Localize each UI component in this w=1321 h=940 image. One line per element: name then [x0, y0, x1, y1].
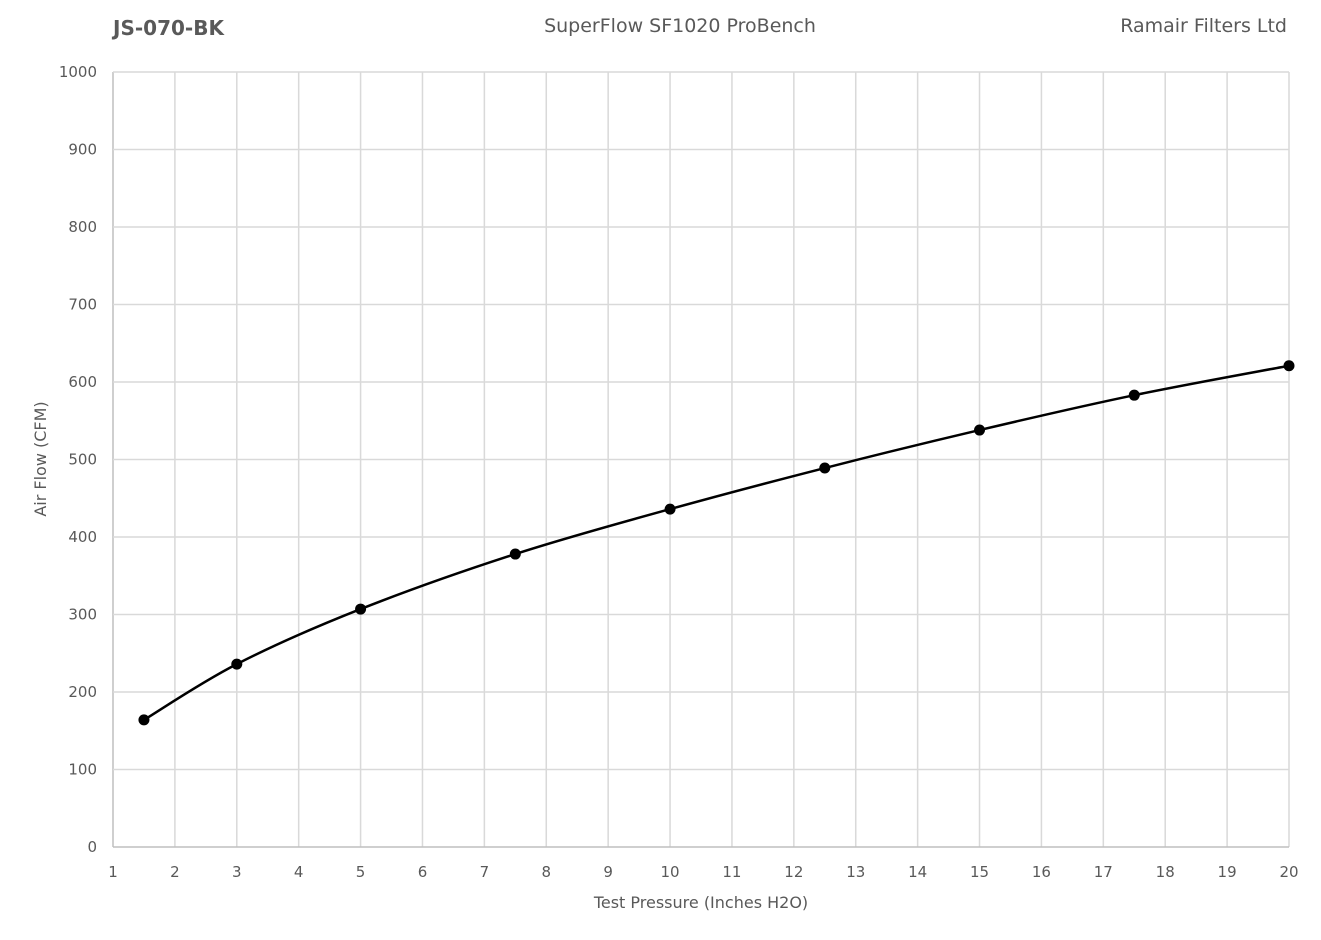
y-axis-label: Air Flow (CFM)	[31, 401, 50, 516]
y-tick-label: 900	[68, 141, 97, 159]
data-point	[509, 548, 521, 560]
x-tick-label: 18	[1156, 863, 1175, 881]
x-tick-label: 14	[908, 863, 927, 881]
data-point	[1283, 360, 1295, 372]
y-tick-label: 500	[68, 451, 97, 469]
x-tick-label: 19	[1218, 863, 1237, 881]
y-tick-label: 0	[87, 838, 97, 856]
y-tick-label: 300	[68, 606, 97, 624]
y-tick-label: 800	[68, 218, 97, 236]
data-point	[355, 603, 367, 615]
tick-labels: 1 2 3 4 5 6 7 8 9 10 11 12 13 14 15 16 17 18 19 20010020030…	[59, 63, 1299, 881]
company-label: Ramair Filters Ltd	[1120, 15, 1287, 37]
x-tick-label: 4	[294, 863, 304, 881]
x-tick-label: 7	[480, 863, 490, 881]
y-tick-label: 400	[68, 528, 97, 546]
y-tick-label: 700	[68, 296, 97, 314]
x-tick-label: 8	[541, 863, 551, 881]
y-tick-label: 200	[68, 683, 97, 701]
x-tick-label: 16	[1032, 863, 1051, 881]
y-tick-label: 1000	[59, 63, 97, 81]
data-point	[664, 503, 676, 515]
x-tick-label: 11	[722, 863, 741, 881]
x-tick-label: 9	[603, 863, 613, 881]
data-point	[231, 658, 243, 670]
x-tick-label: 13	[846, 863, 865, 881]
data-point	[819, 462, 831, 474]
data-point	[1128, 389, 1140, 401]
data-point	[974, 424, 986, 436]
part-number-label: JS-070-BK	[113, 16, 224, 40]
x-tick-label: 3	[232, 863, 242, 881]
chart-title: SuperFlow SF1020 ProBench	[544, 15, 816, 37]
x-axis-label: Test Pressure (Inches H2O)	[593, 893, 808, 912]
x-tick-label: 1	[108, 863, 118, 881]
x-tick-label: 6	[418, 863, 428, 881]
x-tick-label: 20	[1279, 863, 1298, 881]
x-tick-label: 15	[970, 863, 989, 881]
x-tick-label: 12	[784, 863, 803, 881]
grid	[112, 71, 1290, 848]
x-tick-label: 2	[170, 863, 180, 881]
data-point	[138, 714, 150, 726]
x-tick-label: 5	[356, 863, 366, 881]
x-tick-label: 17	[1094, 863, 1113, 881]
series-line	[143, 364, 1290, 721]
y-tick-label: 600	[68, 373, 97, 391]
y-tick-label: 100	[68, 761, 97, 779]
x-tick-label: 10	[661, 863, 680, 881]
series	[138, 360, 1295, 726]
